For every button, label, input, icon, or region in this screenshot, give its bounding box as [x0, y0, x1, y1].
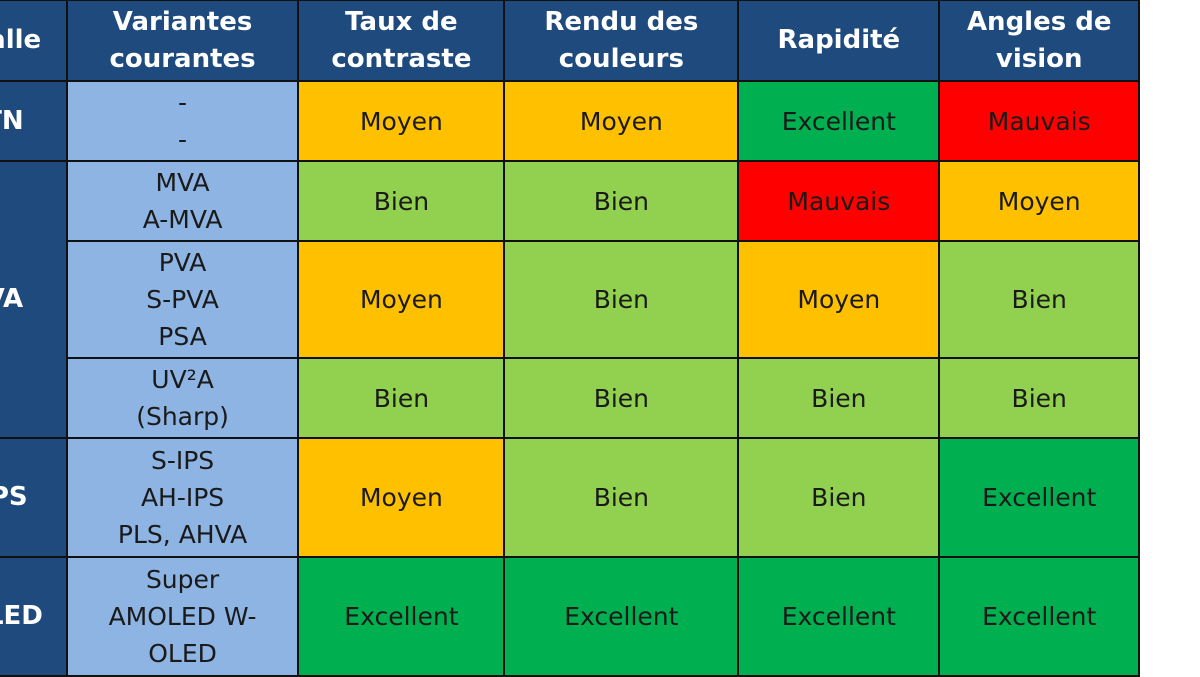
speed-rating-cell: Bien — [737, 437, 941, 558]
header-variants: Variantes courantes — [65, 0, 300, 82]
colors-rating-cell: Bien — [503, 357, 740, 439]
angles-rating-cell: Excellent — [938, 437, 1140, 558]
header-angles: Angles de vision — [938, 0, 1140, 82]
contrast-rating-cell: Moyen — [297, 240, 506, 359]
colors-rating-cell: Bien — [503, 160, 740, 242]
variant-name: Super — [145, 565, 220, 594]
variant-name: AMOLED W- — [108, 602, 257, 631]
table-row: PVA S-PVA PSA Moyen Bien Moyen Bien — [0, 240, 1140, 359]
table-row: OLEDSuperAMOLED W-OLEDExcellentExcellent… — [0, 556, 1140, 677]
speed-rating-cell: Mauvais — [737, 160, 941, 242]
table-row: UV²A (Sharp) Bien Bien Bien Bien — [0, 357, 1140, 439]
speed-rating-cell: Bien — [737, 357, 941, 439]
variant-name: PLS, AHVA — [117, 520, 248, 549]
header-angles-line: Angles de — [966, 6, 1112, 37]
angles-rating-cell: Mauvais — [938, 80, 1140, 162]
header-speed-line: Rapidité — [777, 25, 901, 55]
contrast-rating-cell: Moyen — [297, 80, 506, 162]
header-colors-line: couleurs — [558, 43, 684, 74]
variant-name: - — [178, 88, 188, 117]
header-contrast-line: contraste — [331, 43, 472, 74]
header-colors: Rendu des couleurs — [503, 0, 740, 82]
variants-cell: MVA A-MVA — [65, 160, 300, 242]
contrast-rating-cell: Bien — [297, 160, 506, 242]
angles-rating-cell: Bien — [938, 357, 1140, 439]
header-technology: Dalle — [0, 0, 68, 82]
variant-name: AH-IPS — [140, 483, 225, 512]
variants-cell: S-IPS AH-IPS PLS, AHVA — [65, 437, 300, 558]
variant-name: PVA — [158, 248, 207, 277]
variant-name: (Sharp) — [136, 402, 229, 431]
angles-rating-cell: Excellent — [938, 556, 1140, 677]
variant-name: S-IPS — [150, 446, 215, 475]
colors-rating-cell: Bien — [503, 437, 740, 558]
speed-rating-cell: Excellent — [737, 80, 941, 162]
colors-rating-cell: Excellent — [503, 556, 740, 677]
speed-rating-cell: Excellent — [737, 556, 941, 677]
variant-name: A-MVA — [142, 205, 223, 234]
header-contrast: Taux de contraste — [297, 0, 506, 82]
variant-name: S-PVA — [146, 285, 219, 314]
technology-cell: OLED — [0, 556, 68, 677]
technology-cell: TN — [0, 80, 68, 162]
angles-rating-cell: Moyen — [938, 160, 1140, 242]
variant-name: UV²A — [151, 365, 214, 394]
header-contrast-line: Taux de — [345, 6, 458, 37]
header-colors-line: Rendu des — [544, 6, 699, 37]
header-speed: Rapidité — [737, 0, 941, 82]
variants-cell: PVA S-PVA PSA — [65, 240, 300, 359]
colors-rating-cell: Bien — [503, 240, 740, 359]
header-variants-line: Variantes — [112, 6, 253, 37]
colors-rating-cell: Moyen — [503, 80, 740, 162]
speed-rating-cell: Moyen — [737, 240, 941, 359]
variants-cell: Super AMOLED W- OLED — [65, 556, 300, 677]
variants-cell: UV²A (Sharp) — [65, 357, 300, 439]
header-angles-line: vision — [995, 43, 1083, 74]
variant-name: MVA — [155, 168, 210, 197]
display-technology-comparison-table: Dalle Variantes courantes Taux de contrast… — [0, 0, 1140, 677]
contrast-rating-cell: Moyen — [297, 437, 506, 558]
header-row: Dalle Variantes courantes Taux de contrast… — [0, 0, 1140, 82]
variant-name: OLED — [148, 639, 217, 668]
variant-name: PSA — [158, 322, 207, 351]
variants-cell: -- — [65, 80, 300, 162]
angles-rating-cell: Bien — [938, 240, 1140, 359]
contrast-rating-cell: Bien — [297, 357, 506, 439]
technology-cell: VA — [0, 160, 68, 439]
contrast-rating-cell: Excellent — [297, 556, 506, 677]
technology-cell: IPS — [0, 437, 68, 558]
variant-name: - — [178, 125, 188, 154]
header-variants-line: courantes — [109, 43, 256, 74]
